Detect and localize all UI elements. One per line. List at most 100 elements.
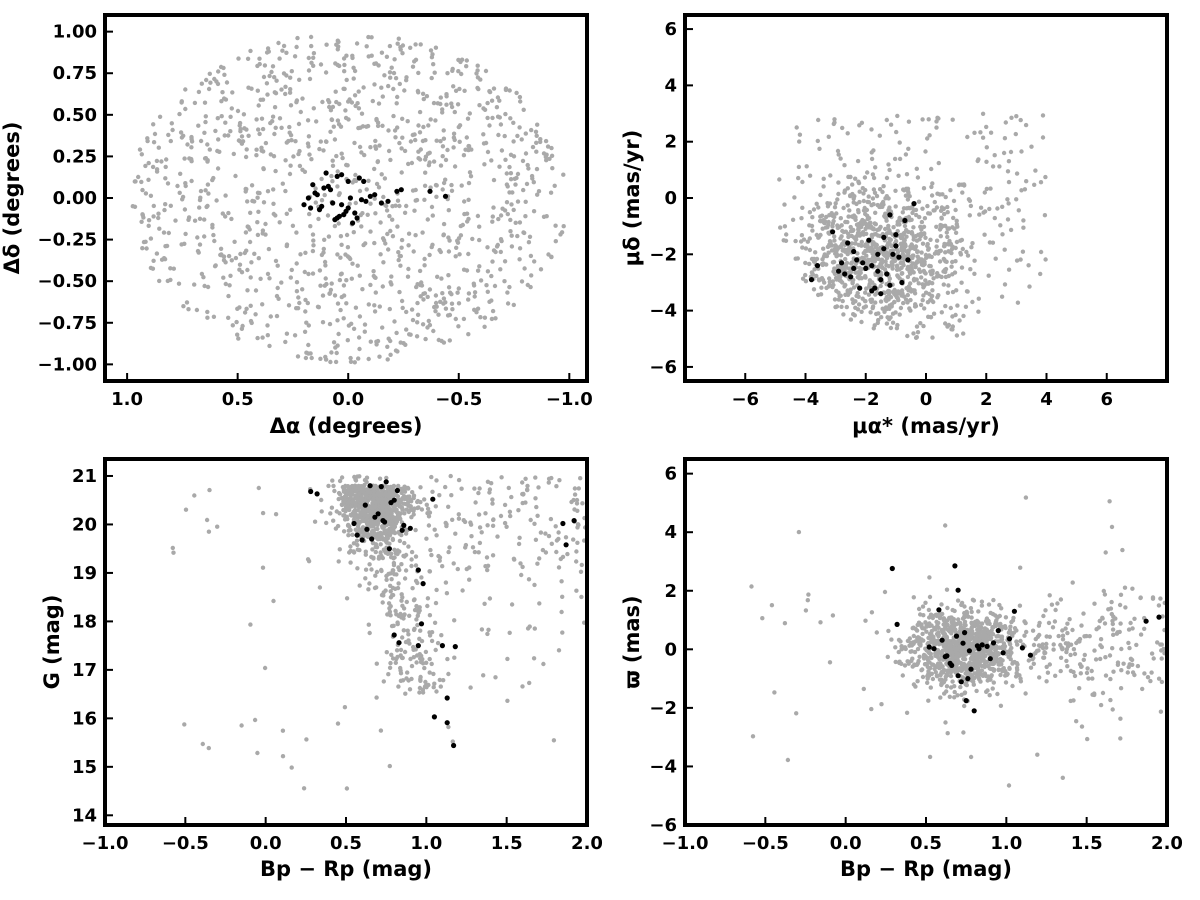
field-star-point — [1051, 647, 1056, 652]
field-star-point — [179, 242, 184, 247]
field-star-point — [883, 226, 888, 232]
field-star-point — [943, 250, 948, 255]
field-star-point — [389, 65, 394, 70]
field-star-point — [508, 217, 513, 223]
field-star-point — [441, 221, 447, 227]
field-star-point — [843, 256, 848, 262]
field-star-point — [1010, 661, 1015, 666]
field-star-point — [489, 481, 494, 486]
field-star-point — [842, 163, 847, 168]
field-star-point — [370, 521, 375, 527]
field-star-point — [796, 164, 802, 170]
field-star-point — [492, 283, 498, 289]
field-star-point — [151, 203, 156, 209]
field-star-point — [919, 250, 924, 255]
field-star-point — [939, 216, 944, 221]
field-star-point — [872, 190, 878, 195]
field-star-point — [441, 136, 447, 141]
field-star-point — [388, 604, 393, 609]
field-star-point — [377, 354, 382, 359]
field-star-point — [417, 690, 422, 695]
field-star-point — [226, 253, 232, 259]
field-star-point — [448, 473, 453, 479]
y-tick-label: 14 — [72, 805, 97, 826]
field-star-point — [280, 48, 285, 53]
field-star-point — [576, 486, 581, 491]
field-star-point — [523, 199, 528, 204]
field-star-point — [519, 279, 525, 284]
field-star-point — [507, 630, 512, 635]
field-star-point — [1098, 637, 1104, 642]
field-star-point — [945, 204, 950, 210]
field-star-point — [203, 188, 208, 193]
field-star-point — [992, 215, 997, 221]
field-star-point — [515, 171, 521, 177]
field-star-point — [1115, 660, 1121, 665]
field-star-point — [344, 53, 349, 58]
field-star-point — [920, 241, 926, 246]
field-star-point — [346, 533, 351, 538]
member-star-point — [407, 525, 413, 531]
field-star-point — [192, 218, 198, 223]
field-star-point — [425, 325, 430, 330]
field-star-point — [976, 309, 981, 314]
field-star-point — [986, 602, 992, 607]
field-star-point — [987, 206, 992, 212]
field-star-point — [215, 116, 220, 121]
x-axis-label: Δα (degrees) — [270, 414, 423, 438]
field-star-point — [221, 275, 226, 280]
field-star-point — [897, 276, 902, 281]
field-star-point — [367, 581, 372, 586]
field-star-point — [416, 149, 421, 154]
field-star-point — [450, 66, 455, 72]
field-star-point — [217, 149, 222, 154]
field-star-point — [502, 520, 508, 526]
field-star-point — [343, 115, 349, 121]
field-star-point — [937, 259, 943, 264]
field-star-point — [391, 70, 397, 76]
field-star-point — [332, 137, 338, 142]
field-star-point — [179, 135, 185, 140]
field-star-point — [957, 182, 962, 187]
field-star-point — [476, 550, 481, 555]
field-star-point — [794, 711, 799, 716]
field-star-point — [847, 208, 852, 213]
field-star-point — [341, 86, 346, 92]
field-star-point — [944, 618, 950, 623]
field-star-point — [351, 549, 356, 554]
field-star-point — [356, 125, 361, 131]
field-star-point — [341, 507, 346, 513]
field-star-point — [286, 138, 291, 144]
field-star-point — [146, 223, 151, 228]
field-star-point — [856, 242, 861, 248]
field-star-point — [505, 301, 511, 306]
field-star-point — [499, 475, 504, 480]
field-star-point — [348, 512, 353, 518]
field-star-point — [403, 691, 408, 696]
field-star-point — [366, 302, 371, 307]
field-star-point — [559, 230, 565, 235]
field-star-point — [440, 291, 445, 296]
field-star-point — [925, 241, 930, 247]
field-star-point — [145, 138, 150, 144]
field-star-point — [437, 555, 443, 560]
field-star-point — [518, 99, 523, 104]
field-star-point — [1158, 709, 1164, 714]
field-star-point — [326, 98, 331, 103]
field-star-point — [368, 339, 373, 344]
field-star-point — [1038, 271, 1043, 277]
field-star-point — [205, 309, 210, 315]
field-star-point — [870, 196, 876, 201]
field-star-point — [305, 300, 310, 306]
field-star-point — [1078, 671, 1084, 676]
field-star-point — [884, 250, 889, 255]
field-star-point — [803, 272, 808, 278]
field-star-point — [428, 48, 434, 53]
field-star-point — [405, 274, 411, 279]
field-star-point — [386, 128, 391, 133]
field-star-point — [472, 307, 477, 312]
field-star-point — [572, 486, 578, 491]
field-star-point — [889, 637, 894, 642]
field-star-point — [348, 544, 353, 549]
field-star-point — [422, 263, 427, 268]
